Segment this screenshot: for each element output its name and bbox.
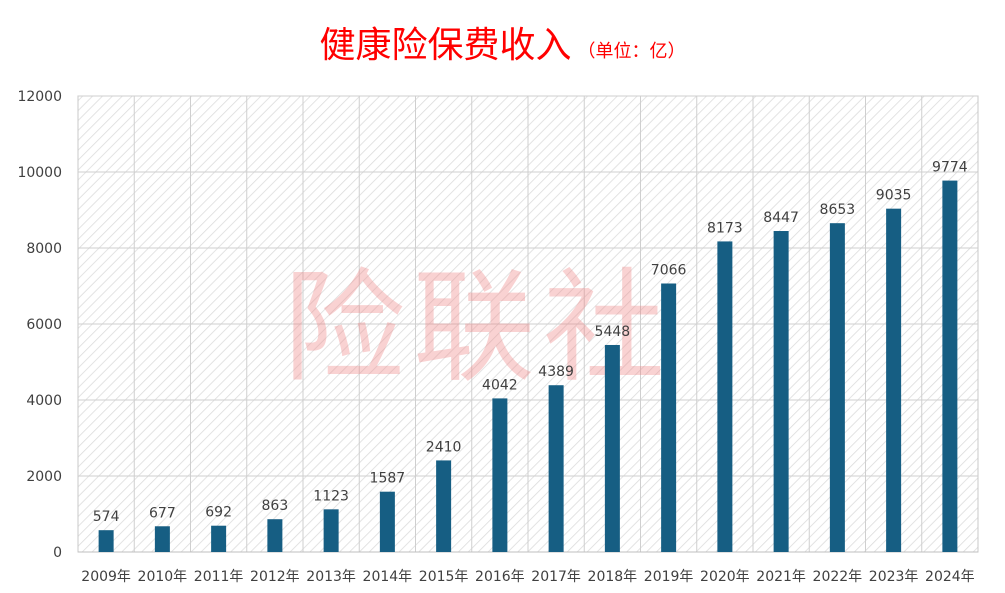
- bar-2015年: [436, 460, 452, 552]
- data-label: 8173: [707, 220, 743, 236]
- data-label: 1123: [313, 488, 349, 504]
- data-label: 574: [93, 509, 120, 525]
- x-tick-label: 2016年: [475, 569, 525, 585]
- data-label: 677: [149, 505, 176, 521]
- x-axis-ticks: 2009年 2010年 2011年 2012年 2013年 2014年 2015年 2016年…: [81, 569, 974, 585]
- x-tick-label: 2019年: [644, 569, 694, 585]
- bar-2024年: [942, 180, 958, 552]
- bar-2014年: [379, 491, 395, 552]
- bar-2017年: [548, 385, 564, 552]
- x-tick-label: 2012年: [250, 569, 300, 585]
- data-label: 9035: [876, 188, 912, 204]
- bar-2019年: [661, 283, 677, 552]
- x-tick-label: 2020年: [700, 569, 750, 585]
- bar-2009年: [98, 530, 114, 552]
- bar-2012年: [267, 519, 283, 552]
- bar-2022年: [829, 223, 845, 552]
- bar-2011年: [211, 525, 227, 552]
- x-tick-label: 2013年: [306, 569, 356, 585]
- x-tick-label: 2014年: [363, 569, 413, 585]
- data-label: 8653: [820, 202, 856, 218]
- bar-2016年: [492, 398, 508, 552]
- bar-2013年: [323, 509, 339, 552]
- data-label: 4389: [538, 364, 574, 380]
- x-tick-label: 2022年: [813, 569, 863, 585]
- x-tick-label: 2015年: [419, 569, 469, 585]
- y-tick-label: 0: [53, 545, 62, 561]
- watermark-text: 险联社: [283, 257, 673, 399]
- y-tick-label: 8000: [26, 241, 62, 257]
- bars: [98, 180, 958, 553]
- data-labels: 574 677 692 863 1123 1587 2410 4042 4389 5448 7066…: [93, 160, 968, 526]
- bar-2020年: [717, 241, 733, 552]
- horizontal-gridlines: [78, 95, 978, 553]
- bar-2018年: [604, 344, 620, 552]
- y-tick-label: 6000: [26, 317, 62, 333]
- x-tick-label: 2011年: [194, 569, 244, 585]
- x-tick-label: 2018年: [588, 569, 638, 585]
- bar-2021年: [773, 231, 789, 552]
- data-label: 4042: [482, 377, 518, 393]
- x-tick-label: 2010年: [138, 569, 188, 585]
- x-tick-label: 2009年: [81, 569, 131, 585]
- data-label: 2410: [426, 439, 462, 455]
- chart-title-unit: （单位：亿）: [577, 41, 686, 62]
- x-tick-label: 2017年: [531, 569, 581, 585]
- chart-title-main: 健康险保费收入: [319, 25, 572, 66]
- y-tick-label: 10000: [17, 165, 62, 181]
- y-tick-label: 4000: [26, 393, 62, 409]
- y-tick-label: 2000: [26, 469, 62, 485]
- x-tick-label: 2021年: [756, 569, 806, 585]
- data-label: 863: [262, 498, 289, 514]
- x-tick-label: 2024年: [925, 569, 975, 585]
- data-label: 7066: [651, 262, 687, 278]
- data-label: 9774: [932, 160, 968, 176]
- data-label: 692: [205, 505, 232, 521]
- y-axis-ticks: 0 2000 4000 6000 8000 10000 12000: [17, 89, 62, 561]
- bar-2010年: [154, 526, 170, 552]
- x-tick-label: 2023年: [869, 569, 919, 585]
- y-tick-label: 12000: [17, 89, 62, 105]
- chart-title: 健康险保费收入 （单位：亿）: [0, 16, 1005, 68]
- data-label: 1587: [370, 471, 406, 487]
- data-label: 8447: [763, 210, 799, 226]
- bar-2023年: [886, 208, 902, 553]
- data-label: 5448: [595, 324, 631, 340]
